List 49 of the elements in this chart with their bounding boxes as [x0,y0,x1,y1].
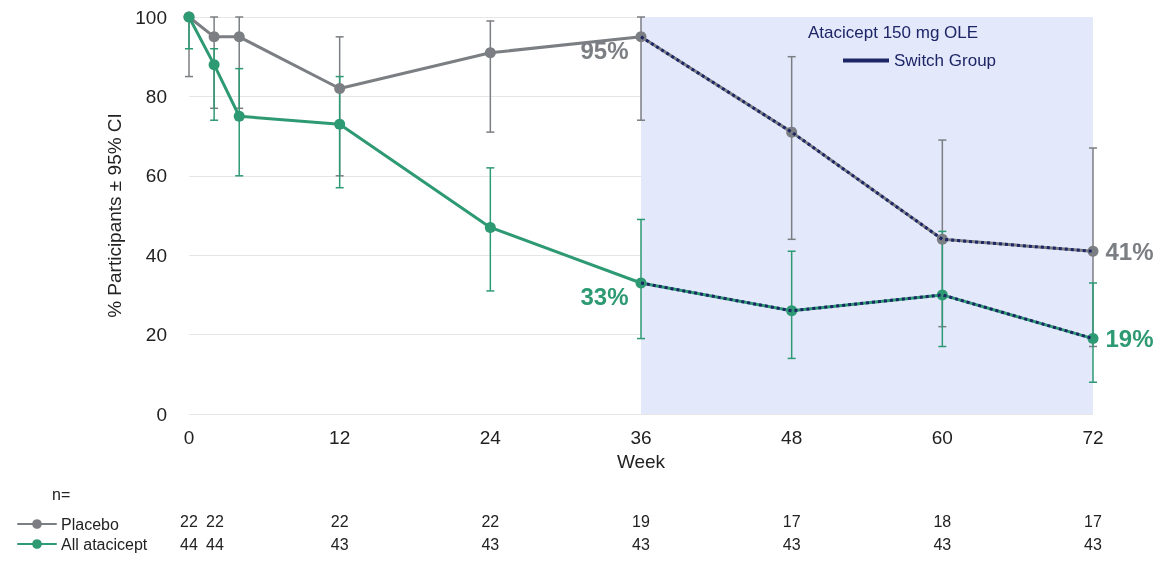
x-tick-label: 72 [1082,427,1104,448]
text: 43 [481,535,500,553]
y-tick-label: 60 [145,165,167,187]
x-tick-label: 48 [781,427,803,448]
y-axis-title: % Participants ± 95% CI [104,113,126,318]
data-label: 19% [1105,325,1154,353]
data-label: 33% [580,283,629,311]
text: 43 [933,535,952,553]
text: 18 [933,512,952,530]
text: 22 [180,512,198,530]
text: 17 [782,512,801,530]
text: 44 [180,535,198,553]
text: 43 [632,535,650,553]
legend-label: All atacicept [61,535,148,553]
point [334,118,346,130]
point [484,221,496,233]
text: 22 [206,512,224,530]
legend-label: Switch Group [894,51,997,70]
point [1087,333,1099,345]
text: 43 [330,535,349,553]
y-tick-label: 100 [135,6,167,28]
text: 44 [206,535,224,553]
point [208,59,220,71]
text: 43 [782,535,801,553]
x-tick-label: 12 [329,427,351,448]
text: 17 [1084,512,1102,530]
text: 22 [330,512,349,530]
point [334,82,346,94]
y-tick-label: 40 [145,244,167,266]
y-tick-label: 20 [145,324,167,346]
x-tick-label: 36 [630,427,652,448]
point [484,47,496,59]
text: n= [52,485,71,503]
text: 22 [481,512,500,530]
data-label: 41% [1105,237,1154,265]
point [233,110,245,122]
x-tick-label: 24 [479,427,502,448]
x-tick-label: 60 [931,427,953,448]
legend-title: Atacicept 150 mg OLE [808,23,979,42]
text: 43 [1084,535,1102,553]
y-tick-label: 80 [145,85,167,107]
point [208,31,220,43]
point [233,31,245,43]
data-label: 95% [580,37,629,65]
text: 19 [632,512,650,530]
y-tick-label: 0 [156,403,167,425]
legend-label: Placebo [61,515,119,533]
x-axis-title: Week [616,451,666,472]
x-tick-label: 0 [183,427,195,448]
